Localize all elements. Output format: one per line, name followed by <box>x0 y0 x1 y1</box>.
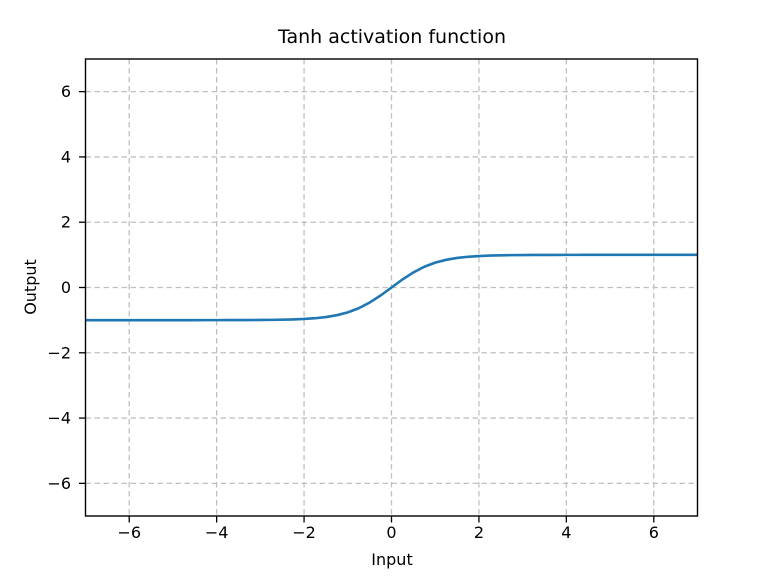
x-tick-label: −6 <box>117 523 141 542</box>
chart-title: Tanh activation function <box>278 26 506 48</box>
tanh-curve <box>85 253 698 322</box>
x-tick-label: −4 <box>205 523 229 542</box>
x-tick-label: 6 <box>649 523 659 542</box>
y-tick-label: −4 <box>47 409 71 428</box>
y-tick-label: 2 <box>61 213 71 232</box>
y-tick-label: 0 <box>61 278 71 297</box>
y-tick-label: −6 <box>47 474 71 493</box>
x-tick-label: 4 <box>561 523 571 542</box>
x-tick-label: 2 <box>474 523 484 542</box>
y-axis-label: Output <box>21 259 40 315</box>
x-tick-label: 0 <box>386 523 396 542</box>
x-axis-label: Input <box>371 550 413 569</box>
x-tick-label: −2 <box>292 523 316 542</box>
y-tick-label: 4 <box>61 147 71 166</box>
y-tick-label: −2 <box>47 343 71 362</box>
y-tick-label: 6 <box>61 82 71 101</box>
